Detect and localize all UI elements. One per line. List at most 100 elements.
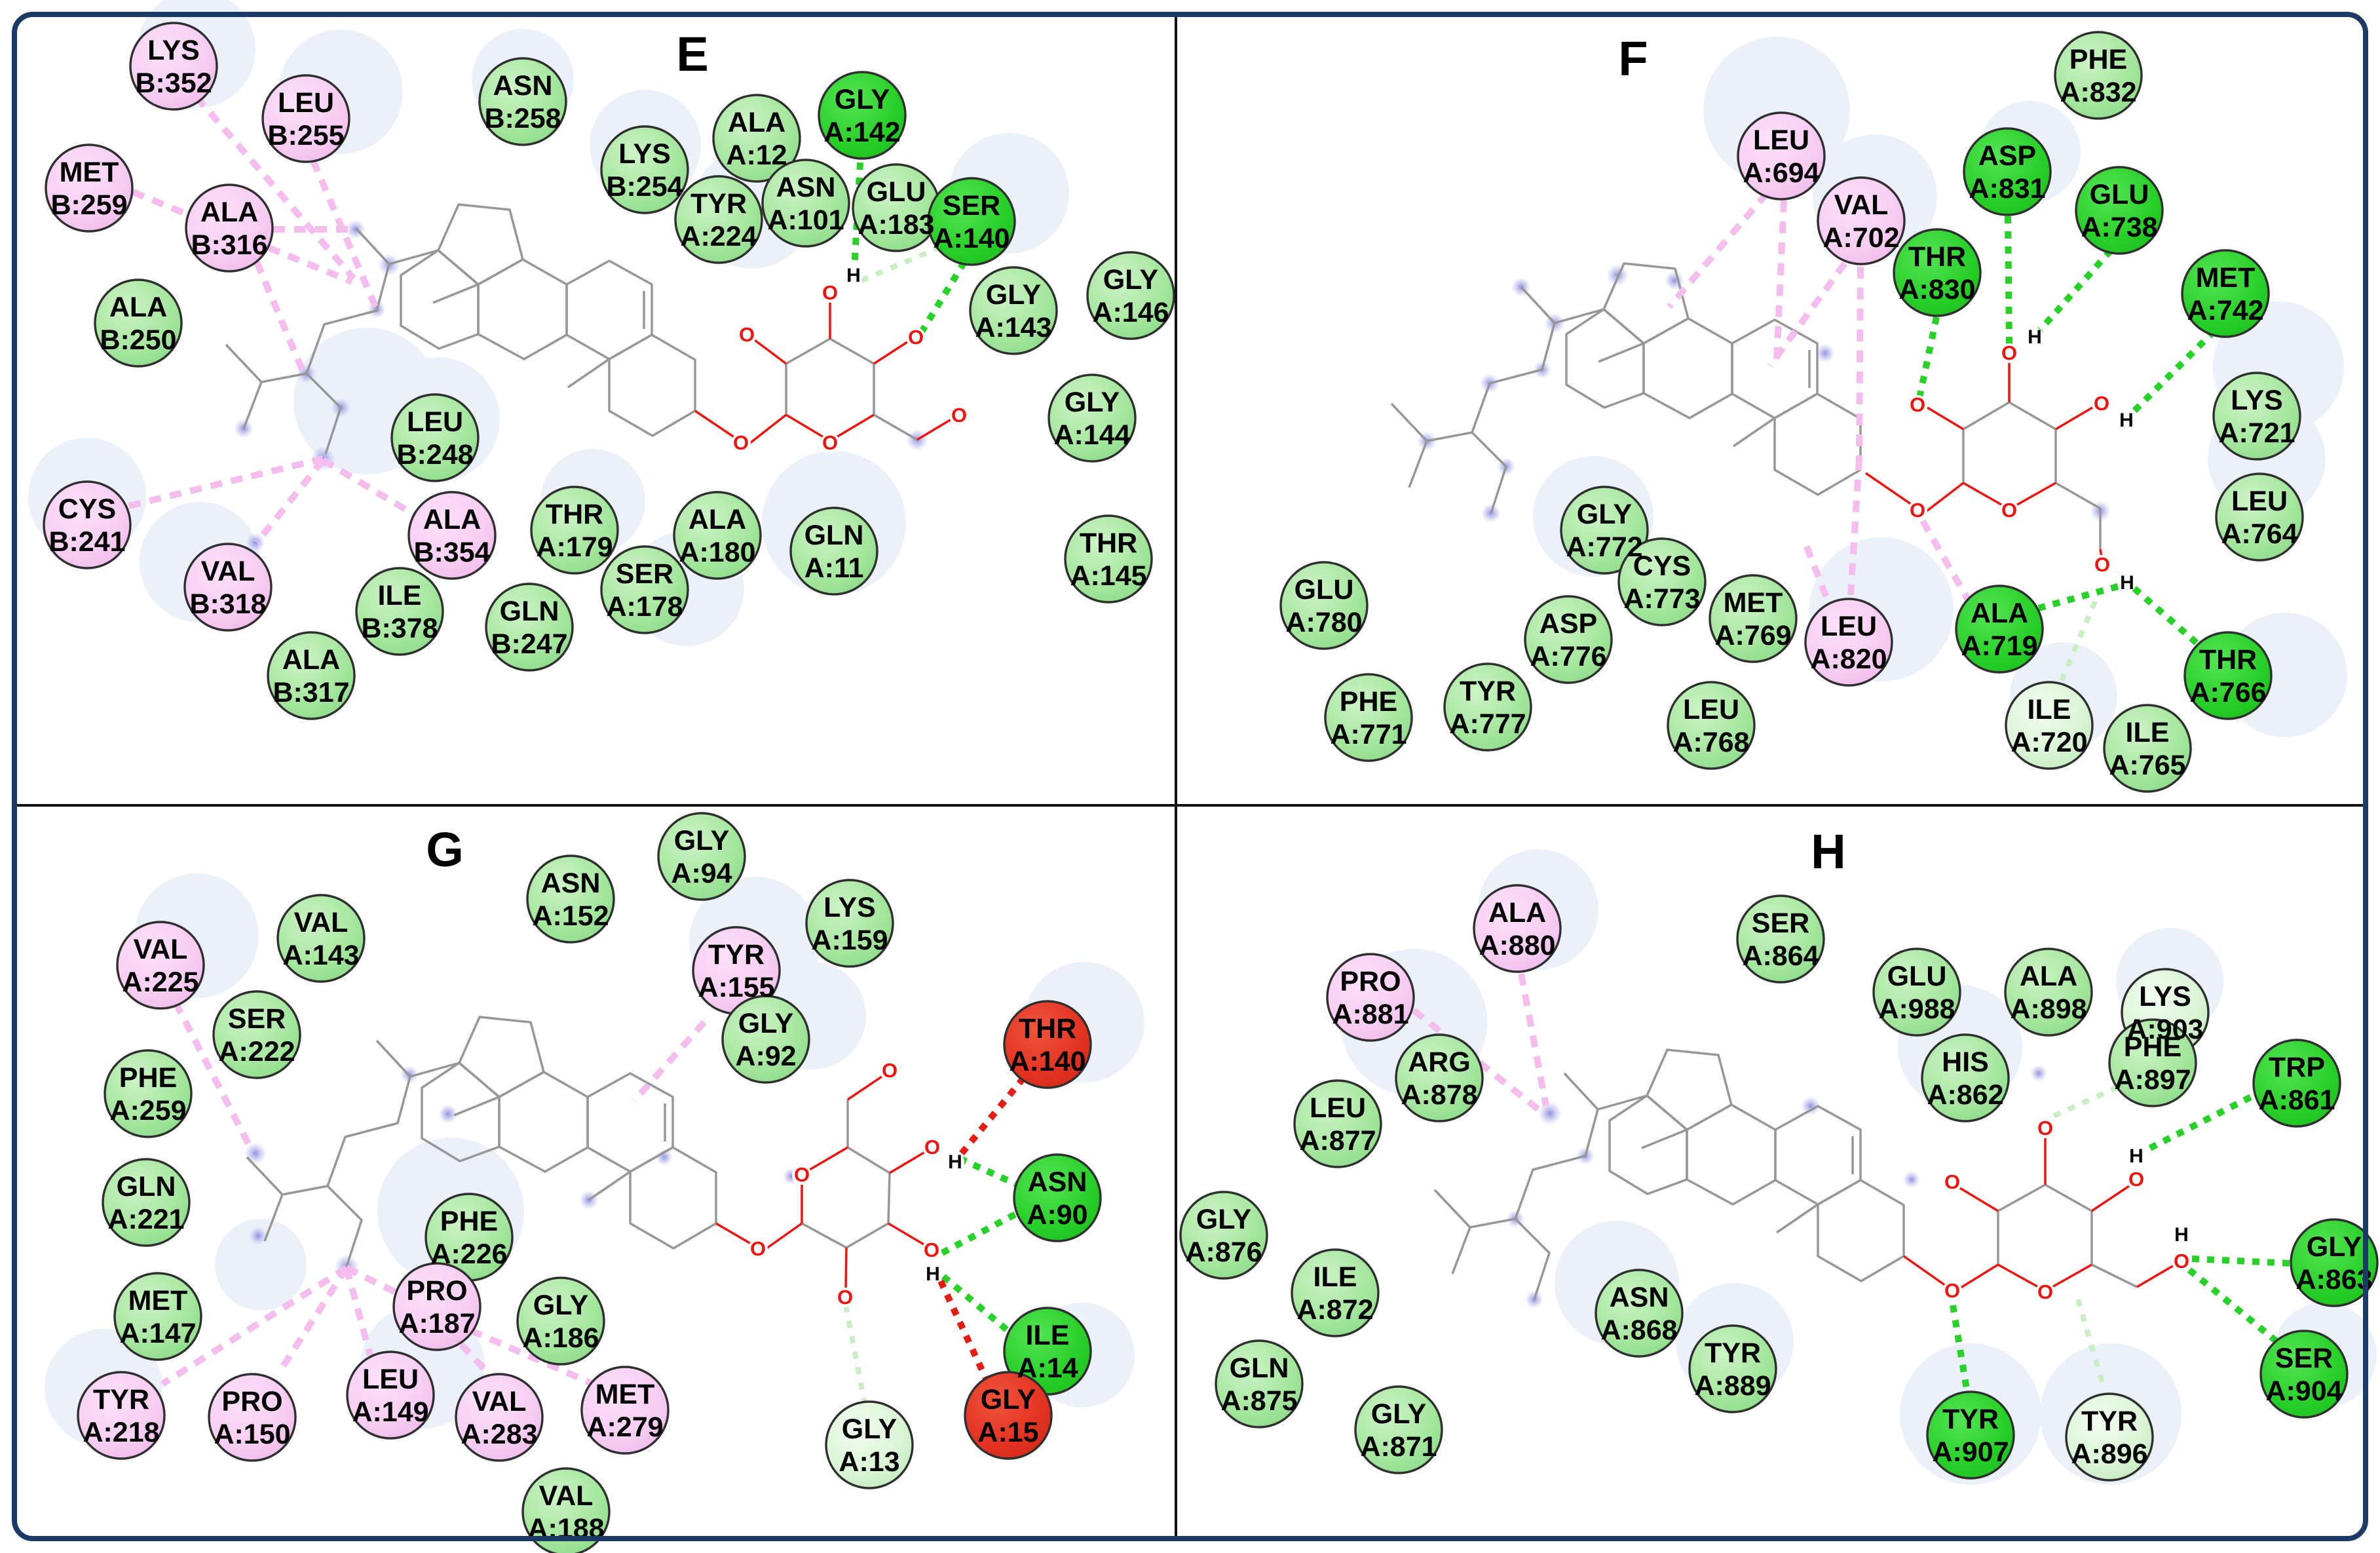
svg-text:ALA: ALA <box>1488 897 1546 929</box>
svg-text:ASN: ASN <box>541 868 601 899</box>
svg-text:A:776: A:776 <box>1530 641 1606 672</box>
svg-text:LYS: LYS <box>618 138 671 170</box>
svg-text:VAL: VAL <box>201 556 255 587</box>
svg-text:SER: SER <box>1752 908 1809 939</box>
svg-text:O: O <box>2094 392 2109 415</box>
svg-text:ALA: ALA <box>282 644 340 676</box>
svg-text:A:702: A:702 <box>1823 222 1899 254</box>
svg-text:A:765: A:765 <box>2109 750 2185 781</box>
svg-text:B:378: B:378 <box>361 613 438 644</box>
svg-text:A:90: A:90 <box>1027 1199 1087 1231</box>
svg-text:TYR: TYR <box>1705 1337 1761 1369</box>
svg-text:O: O <box>2128 1168 2144 1191</box>
svg-text:VAL: VAL <box>1834 189 1889 221</box>
svg-text:VAL: VAL <box>472 1386 527 1417</box>
svg-text:B:316: B:316 <box>191 229 267 261</box>
svg-text:ALA: ALA <box>1971 598 2028 629</box>
svg-text:A:143: A:143 <box>975 312 1051 343</box>
svg-text:A:780: A:780 <box>1285 607 1362 638</box>
svg-text:GLN: GLN <box>500 596 559 627</box>
svg-text:ASN: ASN <box>493 70 553 102</box>
svg-text:SER: SER <box>228 1003 286 1035</box>
svg-text:A:15: A:15 <box>977 1417 1038 1448</box>
svg-text:PHE: PHE <box>1340 686 1397 718</box>
svg-text:O: O <box>1910 393 1925 416</box>
svg-text:PRO: PRO <box>221 1386 282 1417</box>
svg-text:ILE: ILE <box>378 580 422 611</box>
svg-text:MET: MET <box>2196 262 2256 294</box>
svg-text:A:92: A:92 <box>735 1041 796 1072</box>
svg-text:VAL: VAL <box>294 907 349 938</box>
svg-text:A:864: A:864 <box>1742 940 1819 972</box>
svg-text:THR: THR <box>2199 644 2257 676</box>
svg-text:GLN: GLN <box>804 520 864 551</box>
svg-text:GLY: GLY <box>738 1008 793 1039</box>
svg-text:A:777: A:777 <box>1449 708 1526 740</box>
svg-text:GLY: GLY <box>2307 1231 2362 1263</box>
svg-text:O: O <box>2037 1117 2053 1140</box>
svg-text:A:152: A:152 <box>532 900 609 932</box>
svg-text:A:862: A:862 <box>1927 1079 2003 1111</box>
svg-text:O: O <box>882 1059 897 1082</box>
svg-text:A:159: A:159 <box>811 925 888 956</box>
svg-text:THR: THR <box>1019 1013 1076 1045</box>
svg-text:O: O <box>733 431 749 454</box>
svg-text:ALA: ALA <box>2020 961 2077 992</box>
svg-text:A:831: A:831 <box>1969 173 2045 204</box>
svg-text:SER: SER <box>2275 1343 2333 1374</box>
svg-text:A:820: A:820 <box>1810 643 1887 675</box>
svg-text:TYR: TYR <box>1942 1404 1999 1435</box>
svg-text:ASN: ASN <box>1028 1166 1087 1198</box>
svg-text:H: H <box>948 1151 962 1173</box>
svg-text:GLY: GLY <box>842 1413 897 1445</box>
svg-text:LYS: LYS <box>823 892 876 923</box>
svg-text:A:878: A:878 <box>1401 1079 1477 1111</box>
svg-text:A:226: A:226 <box>430 1238 507 1270</box>
svg-text:ILE: ILE <box>1313 1261 1357 1293</box>
svg-text:ILE: ILE <box>1026 1320 1070 1351</box>
svg-text:GLY: GLY <box>1103 264 1158 296</box>
svg-text:O: O <box>2001 499 2017 522</box>
svg-text:A:694: A:694 <box>1743 157 1819 189</box>
svg-text:GLY: GLY <box>1577 499 1632 530</box>
svg-text:GLY: GLY <box>674 825 729 856</box>
svg-text:A:225: A:225 <box>122 967 198 998</box>
svg-text:H: H <box>2174 1224 2189 1246</box>
svg-text:A:875: A:875 <box>1220 1385 1297 1417</box>
svg-text:A:768: A:768 <box>1672 727 1749 758</box>
svg-text:CYS: CYS <box>58 493 116 525</box>
svg-text:O: O <box>1910 499 1925 522</box>
svg-text:A:719: A:719 <box>1961 630 2037 662</box>
svg-text:A:764: A:764 <box>2221 518 2297 550</box>
svg-text:A:140: A:140 <box>1009 1046 1086 1077</box>
svg-text:A:738: A:738 <box>2081 212 2157 243</box>
svg-text:GLY: GLY <box>1196 1204 1251 1235</box>
svg-text:A:881: A:881 <box>1332 999 1408 1030</box>
svg-text:A:742: A:742 <box>2187 295 2263 326</box>
svg-text:A:150: A:150 <box>214 1419 290 1450</box>
svg-text:A:186: A:186 <box>522 1322 599 1354</box>
svg-text:A:145: A:145 <box>1070 560 1146 592</box>
svg-text:TYR: TYR <box>708 939 765 970</box>
svg-text:PRO: PRO <box>406 1275 467 1307</box>
svg-text:O: O <box>750 1237 766 1260</box>
svg-text:A:221: A:221 <box>107 1204 184 1235</box>
svg-text:LEU: LEU <box>1683 694 1739 725</box>
svg-text:ILE: ILE <box>2126 717 2170 748</box>
svg-text:ALA: ALA <box>689 504 746 535</box>
svg-text:B:258: B:258 <box>484 103 561 134</box>
svg-text:A:897: A:897 <box>2114 1064 2191 1096</box>
svg-text:LEU: LEU <box>362 1364 419 1395</box>
svg-text:A:142: A:142 <box>823 117 900 148</box>
svg-text:LEU: LEU <box>1821 611 1877 642</box>
svg-text:SER: SER <box>943 190 1000 221</box>
svg-text:A:880: A:880 <box>1479 930 1555 961</box>
svg-text:E: E <box>676 27 708 81</box>
svg-text:A:871: A:871 <box>1360 1431 1437 1463</box>
svg-text:B:318: B:318 <box>189 588 266 620</box>
svg-text:GLU: GLU <box>867 176 926 208</box>
svg-text:A:149: A:149 <box>352 1396 428 1428</box>
svg-text:B:354: B:354 <box>413 537 490 568</box>
svg-text:LYS: LYS <box>2139 981 2191 1012</box>
svg-text:A:14: A:14 <box>1017 1352 1078 1384</box>
